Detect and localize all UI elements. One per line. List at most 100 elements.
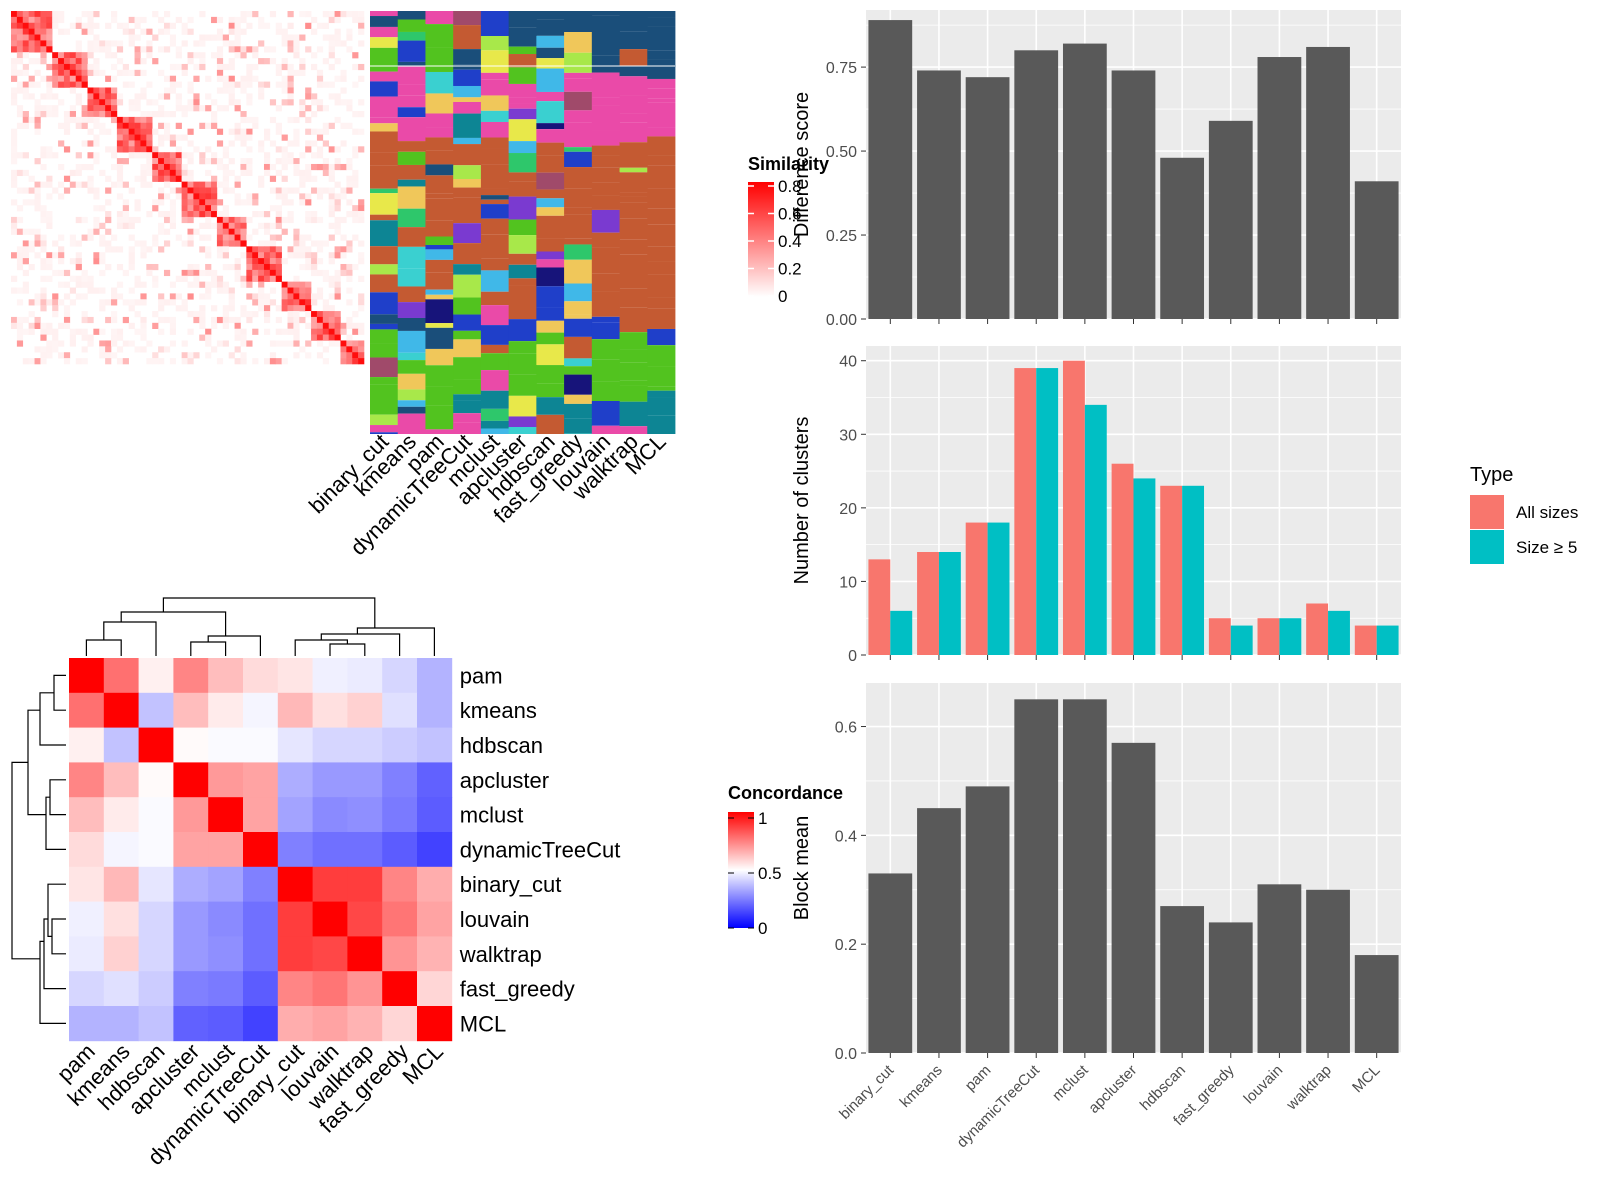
concordance-legend-ticks: 10.50 [728, 809, 782, 938]
concordance-cell [382, 727, 418, 763]
concordance-cell [312, 658, 348, 694]
bar [1160, 906, 1205, 1053]
concordance-cell [243, 797, 279, 833]
concordance-cell [69, 971, 105, 1007]
x-tick-label: louvain [1241, 1062, 1287, 1108]
concordance-cell [347, 762, 383, 798]
number-of-clusters-chart: 0 10 20 30 40 Number of clusters [791, 346, 1401, 665]
concordance-cell [103, 658, 139, 694]
bar [938, 552, 961, 655]
y-tick-label: 20 [839, 501, 857, 518]
concordance-cell [243, 866, 279, 902]
type-legend-title: Type [1470, 464, 1513, 486]
concordance-row-label: mclust [460, 803, 524, 828]
concordance-cell [347, 797, 383, 833]
concordance-cell [382, 832, 418, 868]
concordance-cell [312, 1006, 348, 1042]
bar [965, 77, 1010, 319]
concordance-cell [382, 1006, 418, 1042]
y-tick-label: 0.2 [835, 937, 857, 954]
concordance-cell [277, 658, 313, 694]
bar [1111, 70, 1156, 320]
similarity-matrix [11, 11, 365, 365]
bar [1354, 181, 1399, 319]
concordance-cell [173, 866, 209, 902]
concordance-column-labels: pamkmeanshdbscanapclustermclustdynamicTr… [52, 1039, 448, 1170]
concordance-row-label: apcluster [460, 768, 549, 793]
bar [1257, 57, 1302, 320]
concordance-cell [69, 797, 105, 833]
bar [1014, 368, 1037, 655]
concordance-cell [312, 762, 348, 798]
concordance-cell [382, 971, 418, 1007]
concordance-cell [347, 727, 383, 763]
concordance-cell [138, 1006, 174, 1042]
concordance-cell [208, 762, 244, 798]
concordance-cell [173, 658, 209, 694]
x-tick-label: walktrap [1283, 1062, 1335, 1114]
concordance-cell [103, 971, 139, 1007]
concordance-legend-tick: 0.5 [758, 864, 782, 883]
concordance-cell [69, 1006, 105, 1042]
concordance-cell [138, 692, 174, 728]
bar [1182, 485, 1205, 655]
concordance-cell [347, 658, 383, 694]
concordance-cell [417, 936, 453, 972]
similarity-legend-tick: 0.6 [778, 205, 802, 224]
concordance-row-label: binary_cut [460, 872, 562, 897]
concordance-cell [208, 936, 244, 972]
concordance-cell [417, 727, 453, 763]
concordance-cell [173, 936, 209, 972]
concordance-cell [417, 762, 453, 798]
bar [1036, 368, 1059, 655]
concordance-cell [277, 971, 313, 1007]
concordance-cell [69, 762, 105, 798]
concordance-row-label: dynamicTreeCut [460, 837, 621, 862]
concordance-cell [243, 692, 279, 728]
concordance-row-label: kmeans [460, 698, 537, 723]
bar [917, 70, 961, 320]
concordance-cell [138, 936, 174, 972]
concordance-cell [103, 727, 139, 763]
concordance-legend-tick: 1 [758, 809, 767, 828]
concordance-cell [312, 832, 348, 868]
concordance-cell [243, 832, 279, 868]
concordance-legend: Concordance 10.50 [728, 783, 843, 938]
concordance-cell [138, 971, 174, 1007]
concordance-cell [208, 1006, 244, 1042]
concordance-cell [347, 866, 383, 902]
legend-label-all-sizes: All sizes [1516, 503, 1578, 522]
concordance-cell [417, 797, 453, 833]
concordance-heatmap: pam kmeans hdbscan apcluster mclust dynamicTr… [11, 597, 621, 1170]
concordance-cell [208, 901, 244, 937]
y-tick-label: 0.25 [826, 228, 857, 245]
concordance-cell [208, 797, 244, 833]
concordance-cell [208, 658, 244, 694]
concordance-cell [277, 866, 313, 902]
bar [868, 559, 891, 655]
concordance-row-label: fast_greedy [460, 977, 575, 1002]
concordance-cell [69, 901, 105, 937]
concordance-cell [277, 727, 313, 763]
concordance-cell [138, 832, 174, 868]
concordance-cell [382, 692, 418, 728]
concordance-cell [347, 692, 383, 728]
concordance-cell [173, 832, 209, 868]
x-tick-label: binary_cut [836, 1061, 898, 1123]
concordance-matrix [69, 658, 453, 1042]
similarity-legend-tick: 0.4 [778, 232, 802, 251]
bar [1306, 889, 1350, 1053]
row-dendrogram [11, 674, 66, 1024]
concordance-cell [347, 936, 383, 972]
concordance-row-label: hdbscan [460, 733, 543, 758]
concordance-cell [208, 866, 244, 902]
y-tick-label: 0 [848, 648, 857, 665]
concordance-cell [243, 762, 279, 798]
concordance-cell [312, 692, 348, 728]
bar [890, 610, 913, 655]
concordance-cell [103, 762, 139, 798]
cluster-method-labels: binary_cutkmeanspamdynamicTreeCutmclusta… [304, 429, 671, 560]
concordance-cell [382, 762, 418, 798]
concordance-cell [138, 901, 174, 937]
similarity-legend-tick: 0.8 [778, 177, 802, 196]
